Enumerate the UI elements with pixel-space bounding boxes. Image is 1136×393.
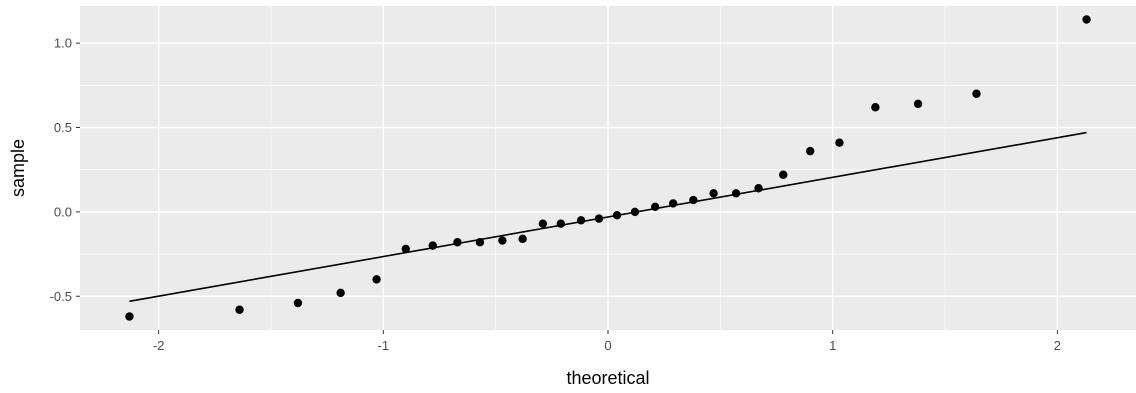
x-tick-label: 0 <box>604 338 611 353</box>
data-point <box>913 99 923 109</box>
y-axis-ticks: -0.5 0.0 0.5 1.0 <box>50 36 80 304</box>
data-point <box>779 170 788 179</box>
x-tick-label: -1 <box>378 338 390 353</box>
data-point <box>235 305 244 314</box>
y-tick-label: 0.0 <box>54 204 72 219</box>
data-point <box>556 219 566 228</box>
data-point <box>293 298 303 308</box>
data-point <box>871 103 880 112</box>
x-tick-label: 2 <box>1054 338 1061 353</box>
x-axis-title: theoretical <box>566 368 649 388</box>
data-point <box>835 138 844 147</box>
x-tick-label: -2 <box>153 338 165 353</box>
x-axis-ticks: -2 -1 0 1 2 <box>153 330 1061 353</box>
data-point <box>372 275 381 284</box>
y-tick-label: 1.0 <box>54 36 72 51</box>
y-axis-title: sample <box>8 139 28 197</box>
data-point <box>498 236 507 245</box>
data-point <box>806 146 815 156</box>
data-point <box>538 219 548 228</box>
reference-line <box>129 131 1087 303</box>
y-tick-label: 0.5 <box>54 120 72 135</box>
data-point <box>518 234 527 244</box>
data-point <box>709 189 718 198</box>
data-point <box>401 244 410 254</box>
grid-major <box>80 6 1136 330</box>
data-point <box>972 89 981 98</box>
data-point <box>576 216 586 225</box>
data-point <box>125 312 134 321</box>
data-point <box>1082 15 1091 24</box>
x-tick-label: 1 <box>829 338 836 353</box>
data-point <box>336 288 345 298</box>
y-tick-label: -0.5 <box>50 289 72 304</box>
